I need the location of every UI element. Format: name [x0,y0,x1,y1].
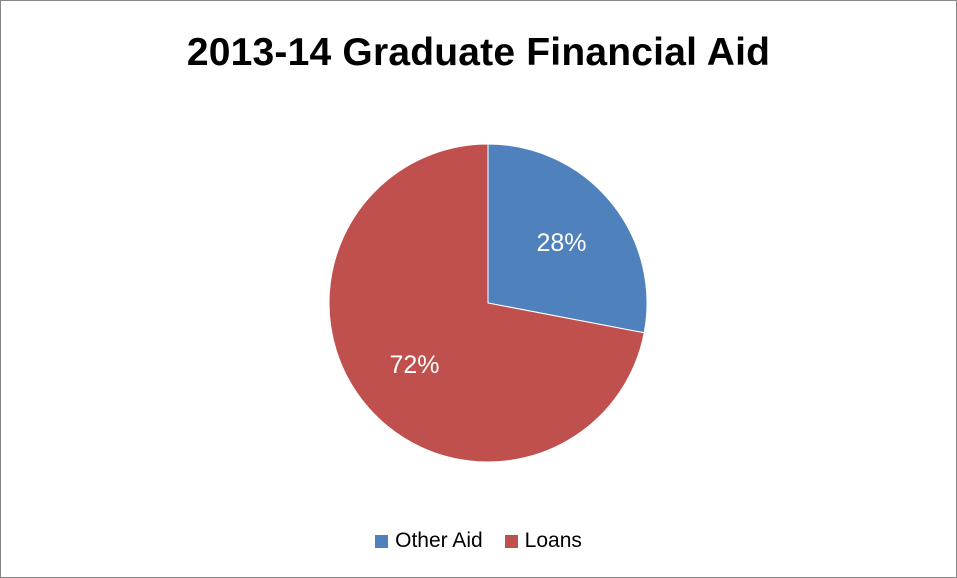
legend-label-other-aid: Other Aid [395,529,483,552]
legend-swatch-other-aid [375,534,389,548]
legend-label-loans: Loans [524,529,582,552]
legend-item-loans: Loans [504,529,582,553]
legend-swatch-loans [504,534,518,548]
legend-item-other-aid: Other Aid [375,529,483,553]
pie-slice-other-aid [487,143,648,334]
pie-slice-loans [328,143,645,463]
data-label-loans: 72% [389,351,439,379]
chart-title: 2013-14 Graduate Financial Aid [186,31,771,74]
data-label-other-aid: 28% [536,229,586,257]
legend: Other Aid Loans [1,529,956,553]
